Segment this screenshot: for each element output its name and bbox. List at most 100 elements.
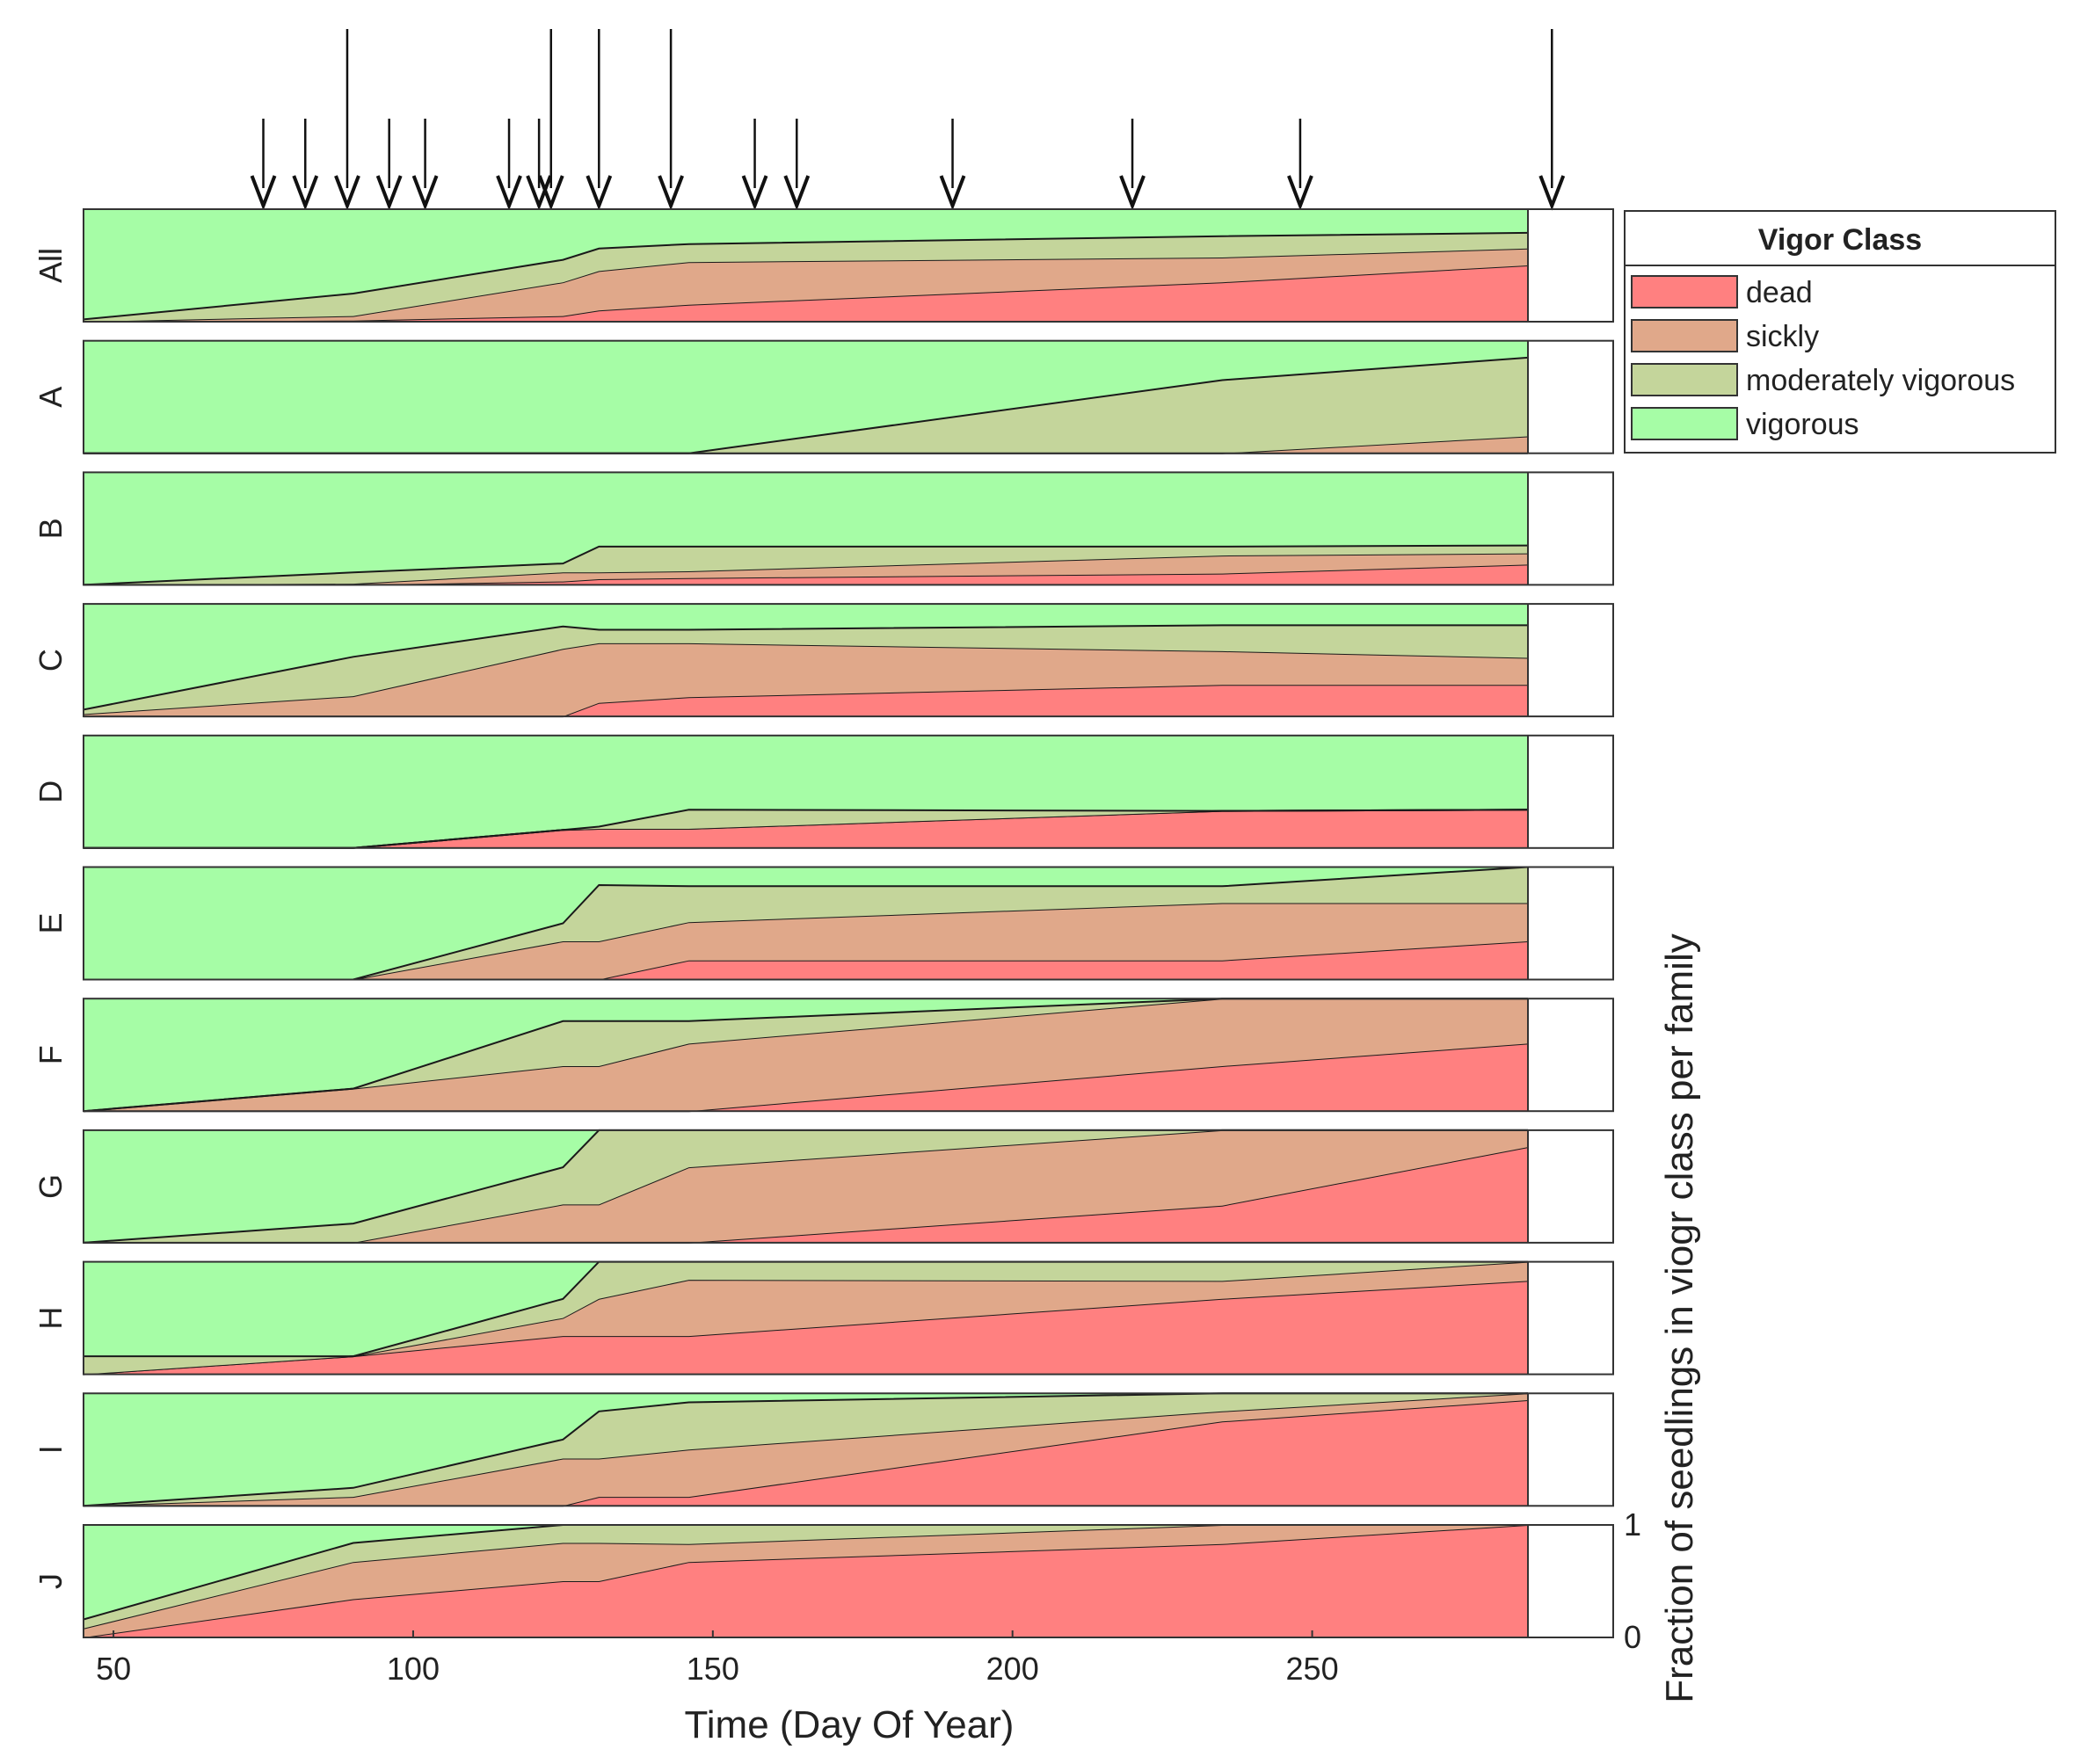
area-moderately-vigorous [84, 809, 1528, 848]
area-dead [84, 564, 1528, 585]
panel-label: E [33, 912, 69, 933]
panel-frame [83, 339, 1614, 454]
x-tick-label: 50 [96, 1651, 131, 1687]
panel-label: C [33, 649, 69, 671]
area-dead [84, 809, 1528, 848]
area-dead [84, 1400, 1528, 1506]
legend-label: vigorous [1746, 408, 1859, 441]
event-arrow [939, 119, 966, 211]
y-axis-title: Fraction of seedlings in viogr class per… [1658, 933, 1701, 1702]
area-sickly [84, 1129, 1528, 1243]
x-tick-label: 200 [986, 1651, 1039, 1687]
legend-swatch [1631, 319, 1738, 352]
event-arrow [375, 119, 403, 211]
event-arrow [1119, 119, 1146, 211]
legend-label: sickly [1746, 320, 1819, 353]
panel-frame [83, 603, 1614, 718]
legend-swatch [1631, 407, 1738, 440]
event-arrow [741, 119, 768, 211]
panel-g: G [33, 1129, 1614, 1244]
boundary-moderately-vigorous [83, 624, 1528, 711]
legend-swatch [1631, 275, 1738, 309]
area-moderately-vigorous [84, 1393, 1528, 1506]
area-moderately-vigorous [84, 232, 1528, 322]
event-arrow [1538, 29, 1566, 211]
area-dead [84, 1525, 1528, 1637]
x-axis-title: Time (Day Of Year) [685, 1703, 1015, 1746]
panel-a: A [33, 339, 1614, 454]
family-panels: All A B C D E F G H I J [33, 208, 1614, 1638]
area-sickly [84, 248, 1528, 322]
panel-label: G [33, 1174, 69, 1199]
y-tick-label: 0 [1624, 1619, 1641, 1655]
event-arrow [411, 119, 439, 211]
legend-label: moderately vigorous [1746, 364, 2015, 397]
panel-frame [83, 734, 1614, 849]
area-sickly [84, 903, 1528, 980]
x-tick-label: 100 [387, 1651, 440, 1687]
x-tick-label: 250 [1286, 1651, 1339, 1687]
panel-all: All [33, 208, 1614, 323]
event-arrow [250, 119, 277, 211]
treatment-arrows [250, 29, 1566, 211]
area-moderately-vigorous [84, 357, 1528, 454]
panel-frame [83, 208, 1614, 323]
area-dead [84, 1281, 1528, 1375]
event-arrow [586, 29, 613, 211]
area-moderately-vigorous [84, 625, 1528, 715]
event-arrow [658, 29, 684, 211]
event-arrow [292, 119, 319, 211]
panel-frame [83, 1524, 1614, 1638]
area-moderately-vigorous [84, 867, 1528, 980]
axes: Time (Day Of Year) Fraction of seedlings… [96, 933, 1701, 1746]
y-tick-label: 1 [1624, 1506, 1641, 1543]
event-arrow [496, 119, 522, 211]
area-sickly [84, 642, 1528, 717]
panel-h: H [33, 1260, 1614, 1376]
panel-frame [83, 471, 1614, 586]
area-moderately-vigorous [84, 1129, 1528, 1243]
legend-item-moderately-vigorous: moderately vigorous [1631, 363, 2015, 397]
area-moderately-vigorous [84, 998, 1528, 1112]
panel-frame [83, 998, 1614, 1113]
panel-i: I [33, 1392, 1614, 1507]
event-arrow [334, 29, 360, 211]
legend-item-dead: dead [1631, 275, 1813, 309]
panel-f: F [33, 998, 1614, 1113]
legend-item-vigorous: vigorous [1631, 407, 1859, 441]
legend-label: dead [1746, 276, 1813, 309]
area-sickly [84, 1525, 1528, 1637]
event-arrow [537, 29, 564, 211]
panel-e: E [33, 866, 1614, 981]
area-sickly [84, 436, 1528, 454]
area-dead [84, 1043, 1528, 1112]
panel-j: J [33, 1524, 1614, 1638]
area-dead [84, 685, 1528, 717]
area-sickly [84, 1393, 1528, 1506]
area-moderately-vigorous [84, 545, 1528, 585]
area-sickly [84, 998, 1528, 1112]
panel-frame [83, 1260, 1614, 1376]
panel-frame [83, 866, 1614, 981]
area-dead [84, 265, 1528, 322]
panel-label: B [33, 518, 69, 539]
panel-label: H [33, 1307, 69, 1330]
x-tick-label: 150 [687, 1651, 739, 1687]
panel-frame [83, 1129, 1614, 1244]
area-sickly [84, 1261, 1528, 1375]
legend-item-sickly: sickly [1631, 319, 1819, 353]
panel-label: D [33, 780, 69, 803]
panel-label: A [33, 387, 69, 408]
panel-frame [83, 1392, 1614, 1507]
event-arrow [783, 119, 811, 211]
legend: Vigor Class dead sickly moderately vigorou… [1624, 210, 2056, 454]
area-sickly [84, 553, 1528, 585]
panel-label: I [33, 1445, 69, 1454]
panel-label: F [33, 1045, 69, 1064]
area-moderately-vigorous [84, 1261, 1528, 1375]
boundary-moderately-vigorous [83, 544, 1529, 586]
legend-swatch [1631, 363, 1738, 396]
boundary-moderately-vigorous [83, 231, 1529, 321]
event-arrow [1287, 119, 1313, 211]
